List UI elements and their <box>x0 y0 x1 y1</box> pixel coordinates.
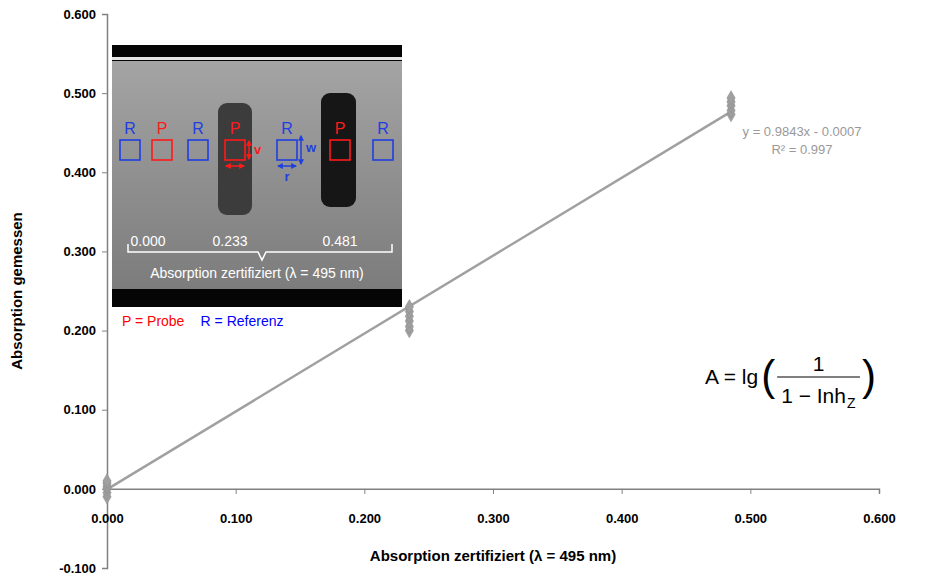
inset-box <box>330 140 350 160</box>
x-tick: 0.100 <box>220 489 253 526</box>
inset-box <box>152 140 172 160</box>
formula-open: ( <box>761 352 775 399</box>
inset-arrow <box>300 136 302 164</box>
x-tick: 0.300 <box>477 489 510 526</box>
formula-fraction-bar <box>777 376 860 377</box>
inset-brace <box>128 244 392 260</box>
y-tick-mark <box>102 14 107 15</box>
y-tick-mark <box>102 410 107 411</box>
y-tick-label: 0.300 <box>63 244 96 259</box>
x-tick: 0.600 <box>863 489 896 526</box>
x-axis-title: Absorption zertifiziert (λ = 495 nm) <box>370 547 616 564</box>
trendline-r2: R² = 0.997 <box>771 142 832 157</box>
inset-box-label: R <box>124 120 136 137</box>
data-point <box>405 300 413 314</box>
x-tick-label: 0.200 <box>349 511 382 526</box>
formula-subscript: Z <box>847 395 856 411</box>
x-tick: 0.400 <box>606 489 639 526</box>
x-tick-label: 0.500 <box>735 511 768 526</box>
x-tick-label: 0.100 <box>220 511 253 526</box>
formula-denominator: 1 − Inh <box>781 384 846 407</box>
y-tick: 0.600 <box>63 7 107 22</box>
chart-svg: -0.100 0.000 0.100 0.200 0.300 0.400 0.500 0.60… <box>0 0 927 583</box>
y-tick-mark <box>102 331 107 332</box>
y-tick-label: 0.500 <box>63 86 96 101</box>
inset-certified-label: 0.481 <box>322 233 357 249</box>
y-tick: 0.300 <box>63 244 107 259</box>
x-tick-label: 0.400 <box>606 511 639 526</box>
inset-box <box>277 140 297 160</box>
y-tick-label: 0.600 <box>63 7 96 22</box>
y-tick-label: 0.100 <box>63 402 96 417</box>
data-point <box>103 474 111 488</box>
y-tick: 0.000 <box>63 482 107 497</box>
inset-well <box>321 93 356 207</box>
x-axis: 0.000 0.100 0.200 0.300 0.400 0.500 0.600 <box>91 489 896 526</box>
inset-dimension-label: r <box>284 169 289 184</box>
y-tick-label: 0.400 <box>63 165 96 180</box>
x-tick-mark <box>879 489 880 494</box>
inset-arrow <box>278 165 296 167</box>
inset-box-label: P <box>335 120 346 137</box>
formula-close: ) <box>862 352 876 399</box>
y-tick: 0.500 <box>63 86 107 101</box>
x-tick-label: 0.300 <box>477 511 510 526</box>
x-tick-mark <box>364 489 365 494</box>
x-axis-line <box>108 489 880 494</box>
formula-numerator: 1 <box>813 352 825 375</box>
inset-key-entry: R = Referenz <box>201 313 284 329</box>
x-tick-mark <box>750 489 751 494</box>
inset: R P R P R P Rv w r 0.000 0.233 0.481 Absorption zert… <box>112 45 402 307</box>
y-tick: 0.200 <box>63 323 107 338</box>
y-axis: -0.100 0.000 0.100 0.200 0.300 0.400 0.500 0.60… <box>59 7 107 576</box>
inset-box <box>373 140 393 160</box>
formula-left: A = lg <box>705 365 758 388</box>
inset-dimension-label: v <box>254 142 262 157</box>
inset-caption: Absorption zertifiziert (λ = 495 nm) <box>150 265 364 281</box>
y-tick: 0.100 <box>63 402 107 417</box>
y-tick: -0.100 <box>59 561 107 576</box>
x-tick-mark <box>622 489 623 494</box>
x-tick-label: 0.000 <box>91 511 124 526</box>
y-tick-label: -0.100 <box>59 561 96 576</box>
inset-certified-label: 0.233 <box>212 233 247 249</box>
inset-box-label: P <box>157 120 168 137</box>
y-axis-title: Absorption gemessen <box>8 212 25 370</box>
x-tick: 0.500 <box>735 489 768 526</box>
y-tick-mark <box>102 93 107 94</box>
y-tick-label: 0.200 <box>63 323 96 338</box>
inset-dimension-label: w <box>305 140 317 155</box>
inset-box <box>225 140 245 160</box>
inset-box-label: R <box>192 120 204 137</box>
formula: A = lg(1 − InhZ 1) <box>705 352 876 411</box>
y-tick-mark <box>102 568 107 569</box>
trendline-equation: y = 0.9843x - 0.0007 <box>743 124 862 139</box>
inset-box-label: R <box>281 120 293 137</box>
inset-box <box>120 140 140 160</box>
x-tick-label: 0.600 <box>863 511 896 526</box>
inset-key-entry: P = Probe <box>122 313 185 329</box>
inset-certified-label: 0.000 <box>130 233 165 249</box>
y-tick-mark <box>102 172 107 173</box>
inset-arrow <box>226 165 244 167</box>
inset-arrow <box>248 141 250 159</box>
inset-box <box>188 140 208 160</box>
inset-frame <box>112 45 402 307</box>
chart-container: -0.100 0.000 0.100 0.200 0.300 0.400 0.500 0.60… <box>0 0 927 583</box>
inset-box-label: R <box>377 120 389 137</box>
x-tick-mark <box>493 489 494 494</box>
y-tick-label: 0.000 <box>63 482 96 497</box>
inset-box-label: P <box>230 120 241 137</box>
x-tick: 0.200 <box>349 489 382 526</box>
data-point <box>727 91 735 105</box>
x-tick-mark <box>236 489 237 494</box>
y-tick-mark <box>102 251 107 252</box>
y-tick: 0.400 <box>63 165 107 180</box>
inset-well <box>218 103 252 215</box>
inset-strip <box>112 61 402 289</box>
inset-edge <box>112 57 402 60</box>
